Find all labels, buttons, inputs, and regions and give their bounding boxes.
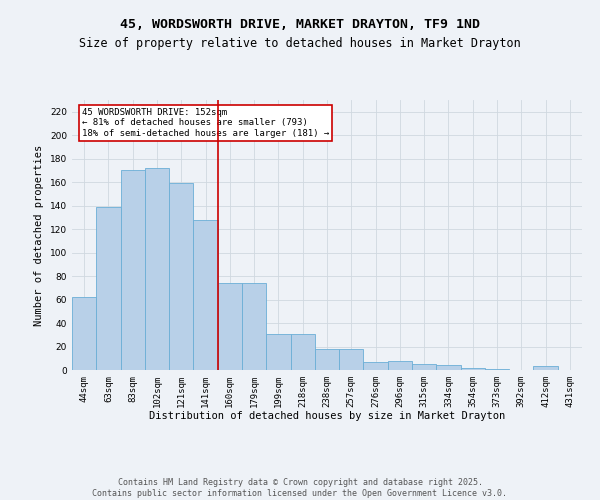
Bar — [315, 349, 339, 370]
Text: 45, WORDSWORTH DRIVE, MARKET DRAYTON, TF9 1ND: 45, WORDSWORTH DRIVE, MARKET DRAYTON, TF… — [120, 18, 480, 30]
Bar — [242, 283, 266, 370]
Bar — [193, 220, 218, 370]
Bar — [412, 364, 436, 370]
Bar — [218, 283, 242, 370]
Bar — [388, 360, 412, 370]
Text: 45 WORDSWORTH DRIVE: 152sqm
← 81% of detached houses are smaller (793)
18% of se: 45 WORDSWORTH DRIVE: 152sqm ← 81% of det… — [82, 108, 329, 138]
Bar — [96, 207, 121, 370]
Bar — [290, 334, 315, 370]
Bar — [339, 349, 364, 370]
Bar — [485, 369, 509, 370]
Bar — [72, 297, 96, 370]
Y-axis label: Number of detached properties: Number of detached properties — [34, 144, 44, 326]
Bar — [364, 362, 388, 370]
Bar — [169, 184, 193, 370]
Bar — [121, 170, 145, 370]
Bar — [436, 366, 461, 370]
Bar — [266, 334, 290, 370]
Bar — [533, 366, 558, 370]
Bar — [145, 168, 169, 370]
Text: Size of property relative to detached houses in Market Drayton: Size of property relative to detached ho… — [79, 38, 521, 51]
Bar — [461, 368, 485, 370]
X-axis label: Distribution of detached houses by size in Market Drayton: Distribution of detached houses by size … — [149, 412, 505, 422]
Text: Contains HM Land Registry data © Crown copyright and database right 2025.
Contai: Contains HM Land Registry data © Crown c… — [92, 478, 508, 498]
